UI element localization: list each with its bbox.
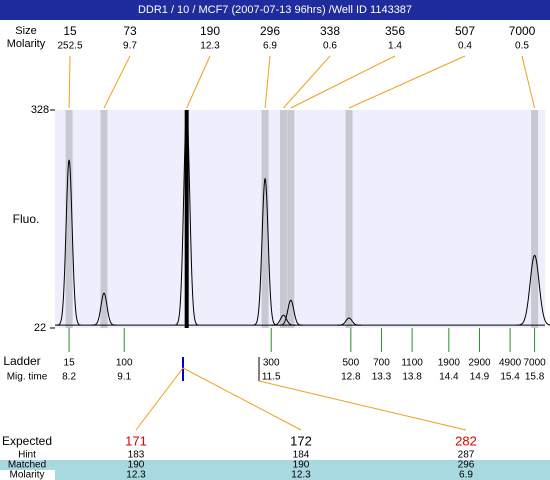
peak-connector (103, 55, 131, 109)
title: DDR1 / 10 / MCF7 (2007-07-13 96hrs) /Wel… (138, 4, 412, 16)
table-cell: 296 (458, 460, 475, 471)
peak-trace (57, 159, 82, 326)
peak-trace (92, 292, 116, 326)
ladder-size: 100 (116, 358, 133, 369)
peak-molarity: 252.5 (57, 41, 82, 52)
peak-molarity: 12.3 (200, 41, 220, 52)
table-row-label: Expected (2, 434, 52, 448)
ladder-time: 15.8 (525, 372, 545, 383)
ladder-time: 15.4 (500, 372, 520, 383)
selection-connector (182, 367, 302, 431)
peak-trace (516, 254, 550, 326)
peak-molarity: 1.4 (388, 41, 402, 52)
peak-connector (521, 55, 536, 109)
peak-molarity: 0.6 (323, 41, 337, 52)
peak-connector (68, 55, 71, 109)
peak-size: 507 (455, 24, 475, 38)
y-axis-label: Fluo. (13, 212, 40, 226)
peak-size: 356 (385, 24, 405, 38)
table-row-label: Hint (18, 450, 36, 461)
peak-connector (283, 55, 331, 109)
peak-size: 296 (260, 24, 280, 38)
mig-time-label: Mig. time (7, 372, 48, 383)
peak-molarity: 9.7 (123, 41, 137, 52)
molarity-row-label: Molarity (7, 38, 46, 50)
table-cell: 190 (128, 460, 145, 471)
table-cell: 12.3 (126, 470, 146, 480)
selection-connector (258, 380, 467, 431)
peak-connector (264, 55, 271, 109)
table-cell: 6.9 (459, 470, 473, 480)
peak-trace (271, 314, 296, 326)
ladder-time: 11.5 (262, 372, 281, 383)
ladder-time: 8.2 (62, 372, 76, 383)
ladder-time: 14.4 (439, 372, 459, 383)
ladder-time: 13.3 (372, 372, 392, 383)
ladder-time: 13.8 (402, 372, 422, 383)
table-cell: 287 (458, 450, 475, 461)
peak-band (65, 110, 73, 328)
ladder-time: 9.1 (117, 372, 131, 383)
selection-connector (135, 367, 184, 431)
table-cell: 171 (125, 433, 147, 448)
y-tick-label: 328 (31, 104, 49, 116)
table-cell: 184 (293, 450, 310, 461)
peak-connector (186, 55, 211, 109)
peak-molarity: 0.4 (458, 41, 472, 52)
peak-connector (348, 55, 466, 109)
plot-area (55, 110, 545, 328)
ladder-time: 12.8 (341, 372, 361, 383)
table-cell: 282 (455, 433, 477, 448)
peak-band (287, 110, 295, 328)
ladder-size: 2900 (468, 358, 491, 369)
peak-molarity: 0.5 (515, 41, 529, 52)
ladder-size: 500 (342, 358, 359, 369)
title-bar (0, 0, 550, 20)
ladder-size: 300 (263, 358, 280, 369)
ladder-time: 14.9 (470, 372, 490, 383)
table-cell: 172 (290, 433, 312, 448)
selected-band (184, 110, 189, 328)
ladder-size: 700 (373, 358, 390, 369)
molarity-row-bg (55, 470, 550, 480)
size-row-label: Size (15, 25, 36, 37)
peak-trace (337, 317, 361, 326)
peak-band (279, 110, 287, 328)
peak-molarity: 6.9 (263, 41, 277, 52)
peak-size: 7000 (509, 24, 536, 38)
peak-size: 73 (123, 24, 137, 38)
peak-trace (174, 109, 199, 326)
ladder-size: 7000 (523, 358, 546, 369)
table-cell: 190 (293, 460, 310, 471)
peak-trace (278, 299, 303, 326)
peak-band (345, 110, 353, 328)
peak-size: 190 (200, 24, 220, 38)
peak-size: 338 (320, 24, 340, 38)
matched-row-bg (0, 460, 550, 470)
ladder-label: Ladder (3, 354, 40, 368)
ladder-size: 1900 (438, 358, 461, 369)
peak-band (261, 110, 269, 328)
peak-band (100, 110, 108, 328)
peak-band (531, 110, 539, 328)
table-row-label: Molarity (9, 470, 44, 480)
ladder-size: 15 (64, 358, 76, 369)
ladder-size: 1100 (401, 358, 423, 369)
peak-connector (290, 55, 396, 109)
table-cell: 12.3 (291, 470, 311, 480)
table-row-label: Matched (8, 460, 46, 471)
peak-size: 15 (63, 24, 77, 38)
table-cell: 183 (128, 450, 145, 461)
y-tick-label: 22 (34, 322, 46, 334)
peak-trace (253, 178, 278, 326)
ladder-size: 4900 (499, 358, 522, 369)
